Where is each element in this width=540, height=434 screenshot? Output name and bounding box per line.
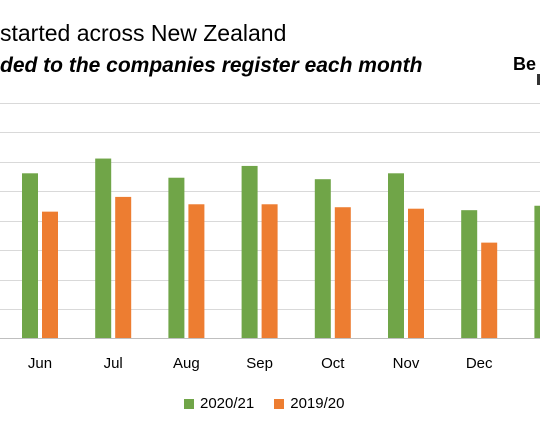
legend-label-2019-20: 2019/20 <box>290 395 345 412</box>
brand-logo-mark <box>537 74 540 85</box>
legend-swatch-2020-21 <box>184 398 194 409</box>
bar-2019-20-dec <box>481 242 498 339</box>
legend: 2020/21 2019/20 <box>184 395 364 412</box>
x-tick-label: Aug <box>173 355 200 372</box>
legend-item-2020-21: 2020/21 <box>184 395 254 412</box>
legend-item-2019-20: 2019/20 <box>274 395 344 412</box>
bar-2020-21-jun <box>22 173 38 339</box>
bar-2020-21-nov <box>388 173 404 339</box>
bar-2019-20-oct <box>334 207 351 339</box>
bar-2020-21-oct <box>314 179 331 339</box>
chart-subtitle: ded to the companies register each month <box>0 54 423 77</box>
bar-2019-20-jul <box>115 196 132 339</box>
brand-logo: Be <box>513 54 537 74</box>
bars <box>22 158 540 339</box>
x-tick-label: Jul <box>104 355 123 372</box>
x-tick-label: Sep <box>246 355 273 372</box>
x-tick-label: Nov <box>393 355 420 372</box>
bar-2020-21-sep <box>241 165 258 339</box>
legend-label-2020-21: 2020/21 <box>200 395 255 412</box>
x-tick-labels: JunJulAugSepOctNovDecJ <box>28 355 493 372</box>
x-tick-label: Jun <box>28 355 52 372</box>
bar-2019-20-sep <box>261 204 278 339</box>
x-tick-label: Dec <box>466 355 493 372</box>
bar-2020-21-j <box>534 205 540 339</box>
x-tick-label: Oct <box>321 355 345 372</box>
bar-2020-21-jul <box>95 158 112 339</box>
legend-swatch-2019-20 <box>274 398 285 409</box>
bar-2019-20-nov <box>408 208 424 339</box>
bar-2019-20-jun <box>42 211 58 339</box>
bar-2020-21-dec <box>461 210 478 339</box>
bar-2019-20-aug <box>188 204 205 339</box>
chart-title: started across New Zealand <box>0 20 287 46</box>
bar-2020-21-aug <box>168 177 185 339</box>
